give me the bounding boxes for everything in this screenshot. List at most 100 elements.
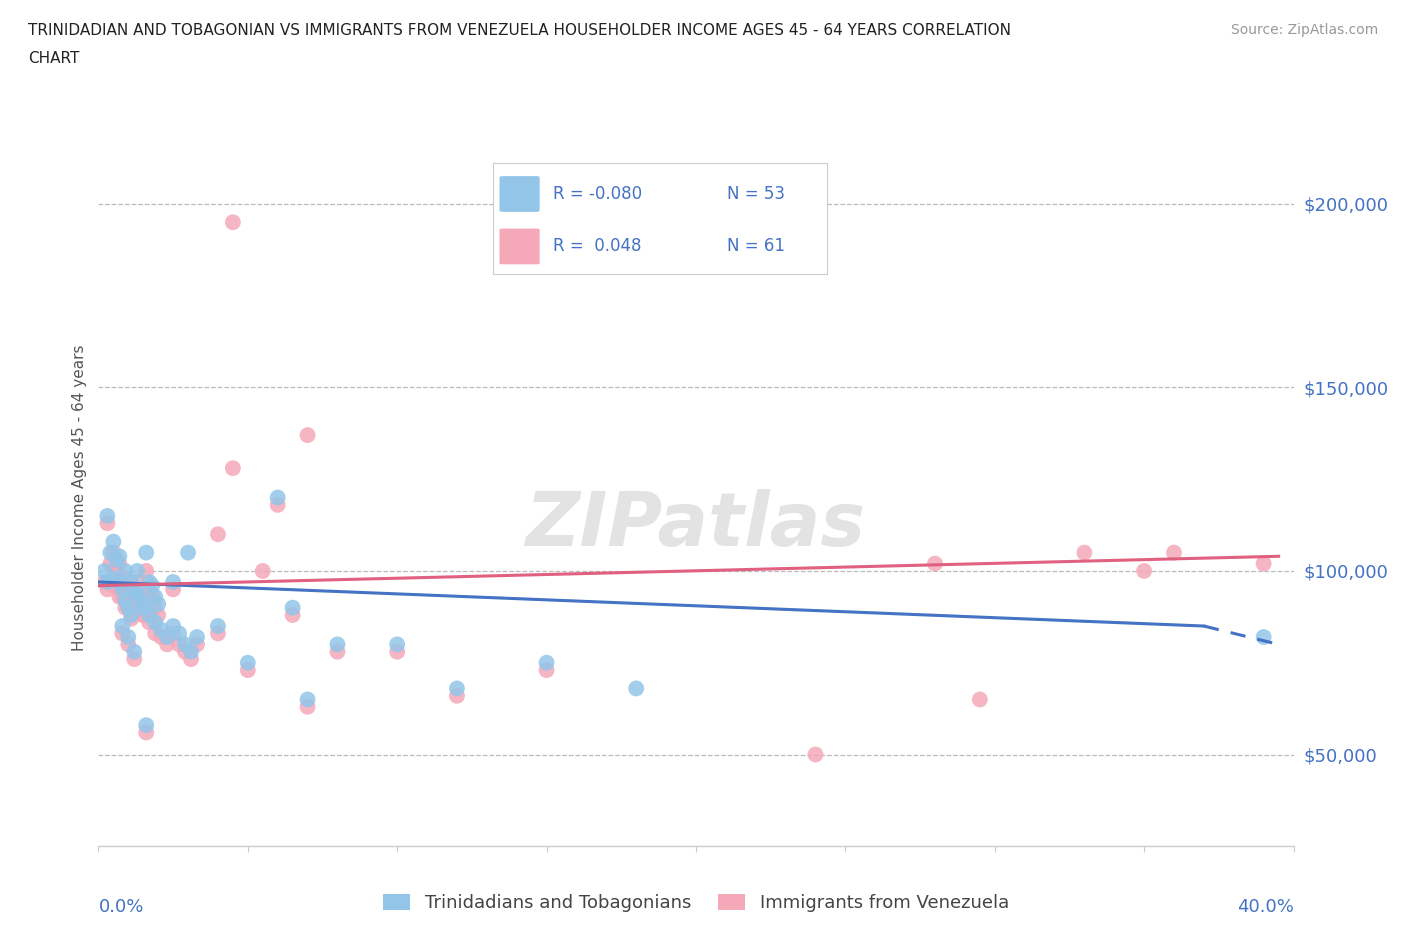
Point [167,626,190,641]
Point [111,618,134,633]
Point [108,556,131,571]
Point [103,534,125,549]
Point [138,582,160,597]
Point [117,600,139,615]
Point [252,564,274,578]
Point [124,582,146,597]
Point [120,611,142,626]
Point [924,556,946,571]
Point [132,607,155,622]
Point [156,630,179,644]
Point [536,663,558,678]
Text: 40.0%: 40.0% [1237,897,1294,916]
Point [624,681,647,696]
Point [1073,545,1095,560]
Point [148,596,170,611]
Point [132,596,155,611]
Point [138,615,160,630]
Point [1253,630,1275,644]
Point [186,630,208,644]
Point [98,545,122,560]
Point [124,644,146,659]
Point [326,637,349,652]
Point [297,699,319,714]
Point [117,600,139,615]
Point [96,582,118,597]
Point [114,571,136,586]
Point [174,644,197,659]
Point [127,586,149,601]
Point [804,747,827,762]
Point [127,564,149,578]
Point [143,590,166,604]
Point [177,545,200,560]
Point [93,575,115,590]
Y-axis label: Householder Income Ages 45 - 64 years: Householder Income Ages 45 - 64 years [72,344,87,651]
Point [162,575,184,590]
Point [111,582,134,597]
Point [180,644,202,659]
Point [162,626,184,641]
Point [297,692,319,707]
Point [114,564,136,578]
Point [385,637,409,652]
Point [236,663,259,678]
Point [326,644,349,659]
Point [1253,556,1275,571]
Point [446,688,468,703]
Point [141,590,163,604]
Point [111,626,134,641]
Point [129,600,152,615]
Point [135,545,157,560]
Point [141,578,163,593]
Point [111,590,134,604]
Point [156,637,179,652]
Legend: Trinidadians and Tobagonians, Immigrants from Venezuela: Trinidadians and Tobagonians, Immigrants… [378,888,1014,918]
Point [138,607,160,622]
Point [267,498,290,512]
Point [129,590,152,604]
Point [117,630,139,644]
Point [385,644,409,659]
Point [93,564,115,578]
Point [96,516,118,531]
Point [148,607,170,622]
Point [143,615,166,630]
Text: CHART: CHART [28,51,80,66]
Point [108,590,131,604]
Point [207,526,229,541]
Point [120,575,142,590]
Point [1163,545,1185,560]
Point [127,593,149,608]
Point [96,509,118,524]
Point [969,692,991,707]
Text: Source: ZipAtlas.com: Source: ZipAtlas.com [1230,23,1378,37]
Point [143,600,166,615]
Point [446,681,468,696]
Point [222,460,245,475]
Point [132,600,155,615]
Point [124,590,146,604]
Point [536,656,558,671]
Point [103,545,125,560]
Point [167,637,190,652]
Text: ZIPatlas: ZIPatlas [526,489,866,562]
Point [162,582,184,597]
Point [135,718,157,733]
Point [132,607,155,622]
Point [186,637,208,652]
Point [108,549,131,564]
Point [267,490,290,505]
Point [281,600,304,615]
Point [96,575,118,590]
Point [114,593,136,608]
Text: TRINIDADIAN AND TOBAGONIAN VS IMMIGRANTS FROM VENEZUELA HOUSEHOLDER INCOME AGES : TRINIDADIAN AND TOBAGONIAN VS IMMIGRANTS… [28,23,1011,38]
Point [207,626,229,641]
Point [236,656,259,671]
Point [143,626,166,641]
Point [108,575,131,590]
Point [174,637,197,652]
Point [281,607,304,622]
Point [222,215,245,230]
Point [297,428,319,443]
